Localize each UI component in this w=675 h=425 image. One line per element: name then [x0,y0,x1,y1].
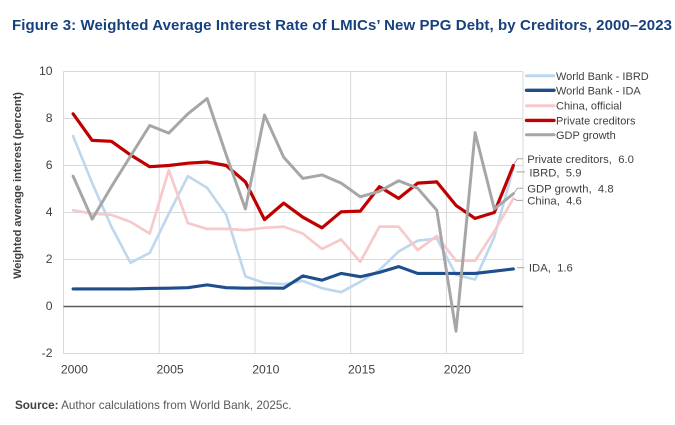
svg-text:10: 10 [39,64,53,78]
svg-text:Private creditors: Private creditors [556,115,636,127]
svg-text:6: 6 [46,158,53,172]
svg-text:4: 4 [46,205,53,219]
svg-text:IDA, 1.6: IDA, 1.6 [529,263,573,275]
svg-text:2000: 2000 [61,363,88,377]
svg-text:2020: 2020 [444,363,471,377]
svg-text:0: 0 [46,299,53,313]
svg-text:8: 8 [46,111,53,125]
svg-text:2: 2 [46,252,53,266]
svg-text:World Bank - IDA: World Bank - IDA [556,85,641,97]
svg-text:GDP growth: GDP growth [556,130,616,142]
svg-text:IBRD, 5.9: IBRD, 5.9 [529,168,581,180]
svg-text:GDP growth, 4.8: GDP growth, 4.8 [527,184,613,196]
svg-text:World Bank - IBRD: World Bank - IBRD [556,71,649,83]
svg-text:2015: 2015 [348,363,375,377]
svg-text:Private creditors, 6.0: Private creditors, 6.0 [527,154,634,166]
svg-text:China, 4.6: China, 4.6 [527,195,582,207]
svg-text:Weighted average interest (per: Weighted average interest (percent) [12,92,24,279]
svg-text:2010: 2010 [252,363,279,377]
svg-text:2005: 2005 [157,363,184,377]
svg-text:China, official: China, official [556,101,622,113]
svg-text:-2: -2 [42,346,53,360]
